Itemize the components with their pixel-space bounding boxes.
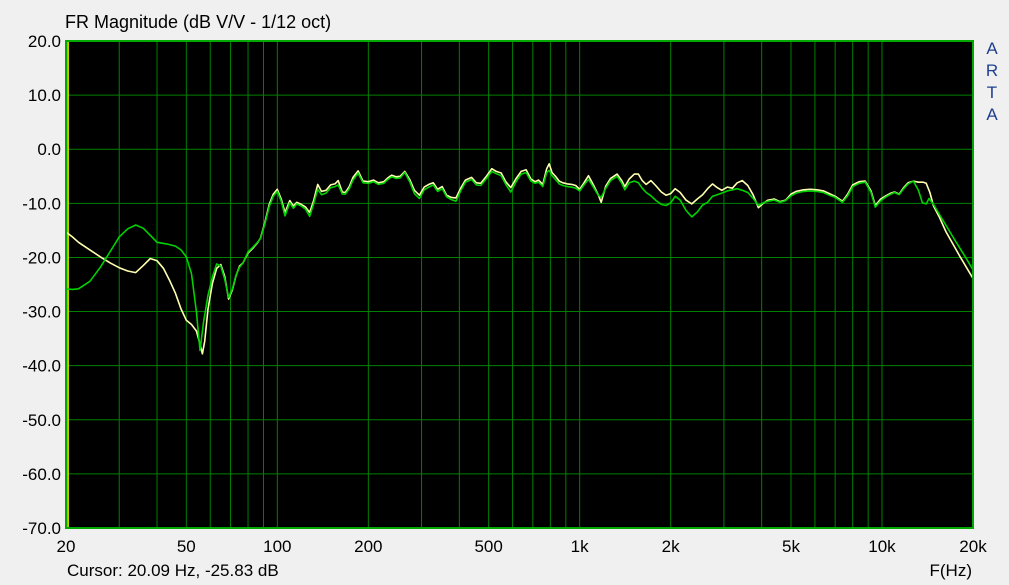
y-axis-tick-label: -30.0 <box>22 303 61 322</box>
cursor-readout: Cursor: 20.09 Hz, -25.83 dB <box>67 561 279 580</box>
y-axis-tick-label: 20.0 <box>28 32 61 51</box>
x-axis-tick-label: 100 <box>263 537 291 556</box>
y-axis-tick-label: 10.0 <box>28 86 61 105</box>
x-axis-tick-label: 1k <box>571 537 589 556</box>
x-axis-tick-label: 200 <box>354 537 382 556</box>
y-axis-tick-label: 0.0 <box>37 140 61 159</box>
plot-border <box>65 40 974 529</box>
x-axis-tick-label: 5k <box>782 537 800 556</box>
y-axis-tick-label: -10.0 <box>22 194 61 213</box>
y-axis-tick-label: -20.0 <box>22 248 61 267</box>
x-axis-tick-label: 500 <box>474 537 502 556</box>
x-axis-tick-label: 20 <box>57 537 76 556</box>
y-axis-tick-label: -70.0 <box>22 519 61 538</box>
x-axis-tick-label: 2k <box>662 537 680 556</box>
y-axis-tick-label: -50.0 <box>22 411 61 430</box>
status-bar: Cursor: 20.09 Hz, -25.83 dB F(Hz) <box>0 559 1009 585</box>
y-axis-tick-label: -40.0 <box>22 357 61 376</box>
x-axis-tick-label: 10k <box>868 537 896 556</box>
x-axis-tick-label: 20k <box>959 537 987 556</box>
page-title: FR Magnitude (dB V/V - 1/12 oct) <box>65 12 332 32</box>
x-axis-tick-label: 50 <box>177 537 196 556</box>
x-axis-unit-label: F(Hz) <box>929 561 972 580</box>
plot-area[interactable] <box>66 41 973 528</box>
current-response-curve <box>65 169 974 352</box>
y-axis-tick-label: -60.0 <box>22 465 61 484</box>
arta-logo: A R T A <box>985 39 999 124</box>
